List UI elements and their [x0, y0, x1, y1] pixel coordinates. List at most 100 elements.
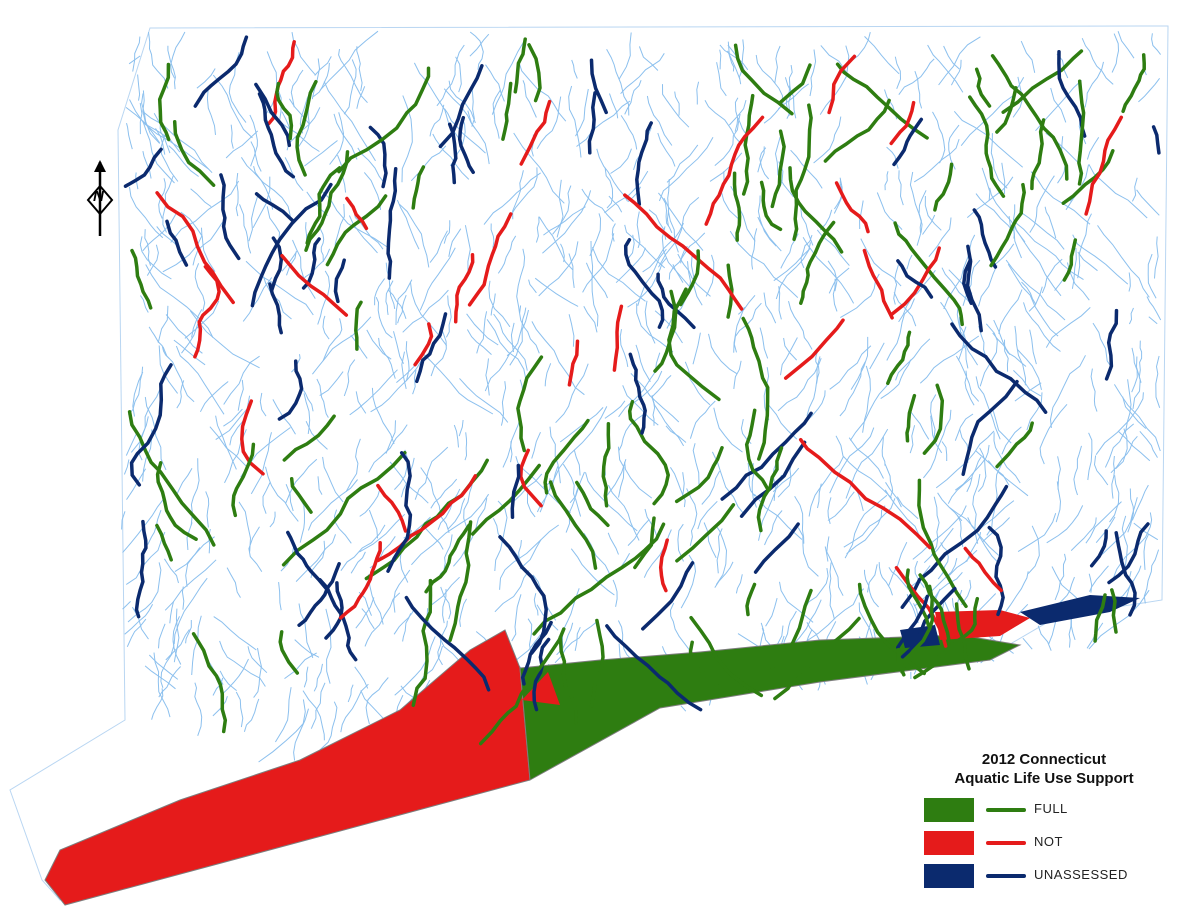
- minor-stream: [1037, 625, 1052, 651]
- minor-stream: [846, 505, 886, 555]
- stream-not: [376, 483, 408, 533]
- minor-stream: [248, 195, 259, 242]
- minor-stream: [1133, 522, 1159, 541]
- minor-stream: [124, 603, 154, 635]
- stream-unassessed: [739, 440, 807, 518]
- minor-stream: [941, 441, 948, 461]
- stream-full: [275, 81, 294, 141]
- stream-full: [744, 408, 771, 492]
- stream-full: [354, 300, 363, 351]
- minor-stream: [139, 236, 172, 280]
- minor-stream: [878, 562, 893, 596]
- minor-stream: [1131, 484, 1149, 521]
- minor-stream: [589, 213, 602, 257]
- minor-stream: [829, 427, 875, 494]
- stream-unassessed: [587, 91, 597, 155]
- minor-stream: [552, 185, 572, 235]
- minor-stream: [765, 597, 778, 627]
- minor-stream: [402, 289, 449, 333]
- minor-stream: [374, 278, 386, 306]
- minor-stream: [301, 387, 314, 412]
- minor-stream: [1027, 525, 1040, 575]
- minor-stream: [212, 677, 224, 696]
- stream-unassessed: [134, 519, 148, 619]
- stream-not: [827, 54, 857, 115]
- minor-stream: [145, 264, 214, 338]
- minor-stream: [128, 55, 141, 65]
- stream-full: [756, 446, 784, 533]
- minor-stream: [978, 265, 998, 307]
- stream-full: [633, 516, 656, 570]
- minor-stream: [568, 253, 575, 288]
- minor-stream: [299, 498, 306, 543]
- minor-stream: [1021, 281, 1037, 305]
- stream-full: [172, 120, 216, 187]
- stream-not: [834, 181, 870, 234]
- minor-stream: [325, 608, 332, 684]
- legend-item-full: FULL: [924, 798, 1164, 822]
- minor-stream: [619, 329, 629, 367]
- minor-stream: [692, 443, 700, 485]
- stream-full: [990, 54, 1069, 181]
- minor-stream: [132, 36, 141, 72]
- stream-full: [305, 166, 342, 245]
- minor-stream: [719, 44, 749, 71]
- minor-stream: [684, 361, 711, 406]
- stream-unassessed: [589, 58, 608, 115]
- minor-stream: [483, 172, 541, 225]
- minor-stream: [1148, 316, 1158, 325]
- minor-stream: [190, 458, 200, 526]
- stream-full: [325, 194, 388, 267]
- minor-stream: [259, 392, 267, 417]
- minor-stream: [881, 436, 886, 466]
- minor-stream: [884, 171, 889, 191]
- minor-stream: [141, 93, 161, 144]
- minor-stream: [914, 560, 925, 588]
- stream-unassessed: [257, 92, 296, 179]
- minor-stream: [935, 430, 995, 489]
- minor-stream: [176, 468, 193, 495]
- stream-full: [130, 248, 153, 310]
- minor-stream: [199, 381, 229, 413]
- minor-stream: [734, 97, 739, 132]
- minor-stream: [562, 463, 582, 517]
- minor-stream: [568, 314, 575, 347]
- minor-stream: [527, 618, 533, 652]
- minor-stream: [405, 341, 410, 382]
- minor-stream: [669, 602, 694, 656]
- minor-stream: [636, 303, 674, 353]
- minor-stream: [323, 81, 376, 162]
- minor-stream: [240, 157, 291, 217]
- minor-stream: [658, 197, 700, 268]
- minor-stream: [1154, 236, 1159, 279]
- minor-stream: [1155, 355, 1161, 408]
- minor-stream: [1121, 515, 1128, 573]
- minor-stream: [445, 295, 452, 338]
- minor-stream: [185, 536, 215, 587]
- stream-full: [278, 630, 300, 675]
- minor-stream: [620, 115, 638, 150]
- coastal-zone-unassessed-east: [900, 595, 1140, 648]
- stream-full: [674, 446, 724, 504]
- minor-stream: [281, 250, 298, 272]
- minor-stream: [170, 180, 240, 243]
- stream-full: [516, 355, 544, 453]
- stream-unassessed: [896, 594, 930, 650]
- minor-stream: [431, 576, 460, 606]
- minor-stream: [298, 109, 310, 147]
- minor-stream: [322, 315, 330, 340]
- minor-stream: [192, 217, 227, 266]
- minor-stream: [1088, 589, 1150, 650]
- stream-full: [770, 129, 786, 209]
- minor-stream: [772, 467, 800, 493]
- minor-stream: [245, 260, 314, 316]
- stream-unassessed: [250, 182, 333, 308]
- north-arrow: N: [82, 158, 118, 240]
- minor-stream: [389, 461, 429, 504]
- minor-stream: [954, 444, 990, 491]
- minor-stream: [356, 86, 366, 109]
- coastal-zone-not-bridgeport: [522, 672, 560, 705]
- minor-stream: [807, 588, 865, 641]
- minor-stream: [620, 53, 665, 95]
- minor-stream: [1125, 379, 1132, 433]
